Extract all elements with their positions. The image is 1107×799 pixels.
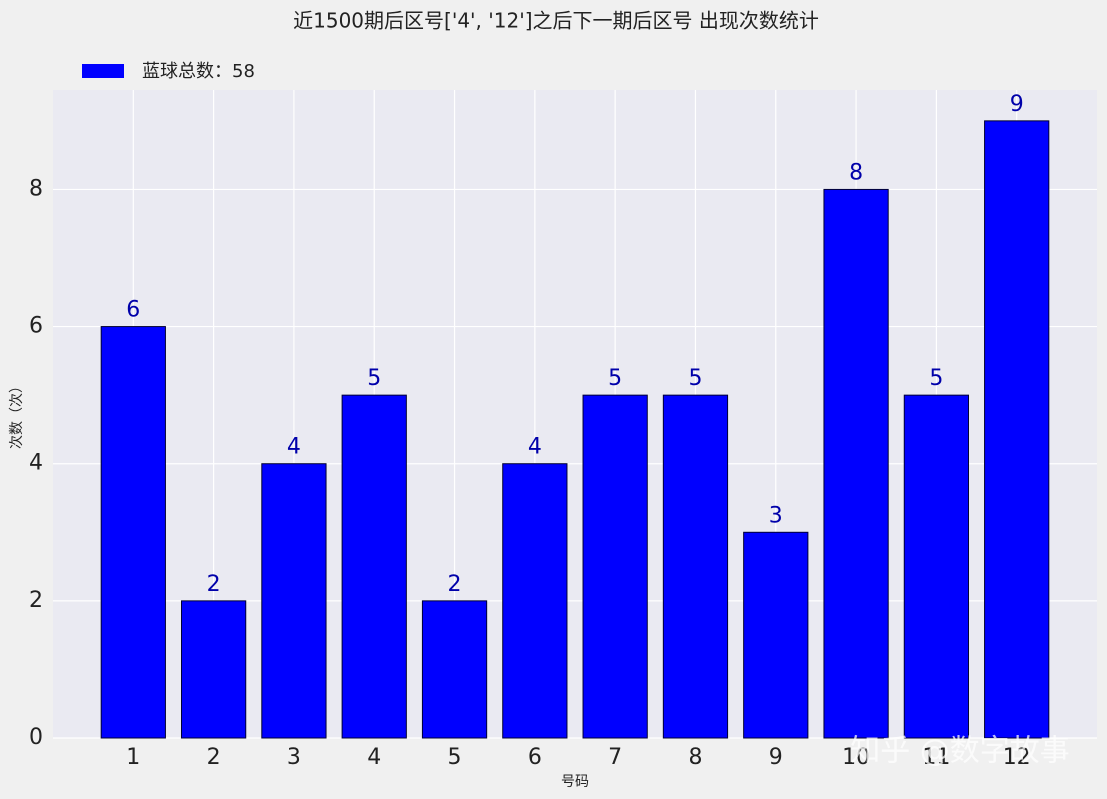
y-tick-label: 4 <box>29 451 43 476</box>
y-tick-label: 6 <box>29 314 43 339</box>
bar <box>502 463 568 739</box>
bar <box>261 463 327 739</box>
watermark: 知乎 @数字故事 <box>850 734 1070 769</box>
x-tick-label: 3 <box>287 745 301 770</box>
y-tick-label: 8 <box>29 176 43 201</box>
y-tick-label: 0 <box>29 725 43 750</box>
bar <box>180 600 247 739</box>
value-label: 5 <box>688 366 702 391</box>
value-label: 3 <box>769 503 783 528</box>
x-tick-label: 4 <box>367 745 381 770</box>
x-tick-label: 1 <box>126 745 140 770</box>
x-tick-label: 6 <box>528 745 542 770</box>
chart-title: 近1500期后区号['4', '12']之后下一期后区号 出现次数统计 <box>293 9 819 33</box>
bar <box>100 326 166 739</box>
value-label: 5 <box>608 366 622 391</box>
bar <box>743 531 809 739</box>
x-tick-label: 2 <box>207 745 221 770</box>
bar <box>903 394 970 739</box>
bar <box>984 120 1050 739</box>
value-label: 2 <box>448 572 462 597</box>
x-tick-label: 7 <box>608 745 622 770</box>
legend-label: 蓝球总数：58 <box>142 61 255 82</box>
bar <box>582 394 648 739</box>
x-tick-label: 8 <box>688 745 702 770</box>
x-tick-label: 12 <box>1003 745 1031 770</box>
bar <box>341 394 407 739</box>
value-label: 4 <box>287 435 301 460</box>
value-label: 5 <box>367 366 381 391</box>
x-tick-label: 10 <box>842 745 870 770</box>
value-label: 6 <box>126 298 140 323</box>
value-label: 9 <box>1010 92 1024 117</box>
x-tick-label: 11 <box>922 745 950 770</box>
bar <box>823 188 889 739</box>
x-tick-label: 9 <box>769 745 783 770</box>
legend-swatch <box>82 64 124 78</box>
value-label: 5 <box>929 366 943 391</box>
y-tick-label: 2 <box>29 588 43 613</box>
value-label: 2 <box>207 572 221 597</box>
marks <box>100 120 1050 739</box>
x-tick-label: 5 <box>448 745 462 770</box>
value-label: 4 <box>528 435 542 460</box>
bar <box>662 394 729 739</box>
bar <box>421 600 488 739</box>
y-axis-label: 次数（次） <box>9 379 25 449</box>
value-label: 8 <box>849 160 863 185</box>
x-axis-label: 号码 <box>561 774 589 790</box>
